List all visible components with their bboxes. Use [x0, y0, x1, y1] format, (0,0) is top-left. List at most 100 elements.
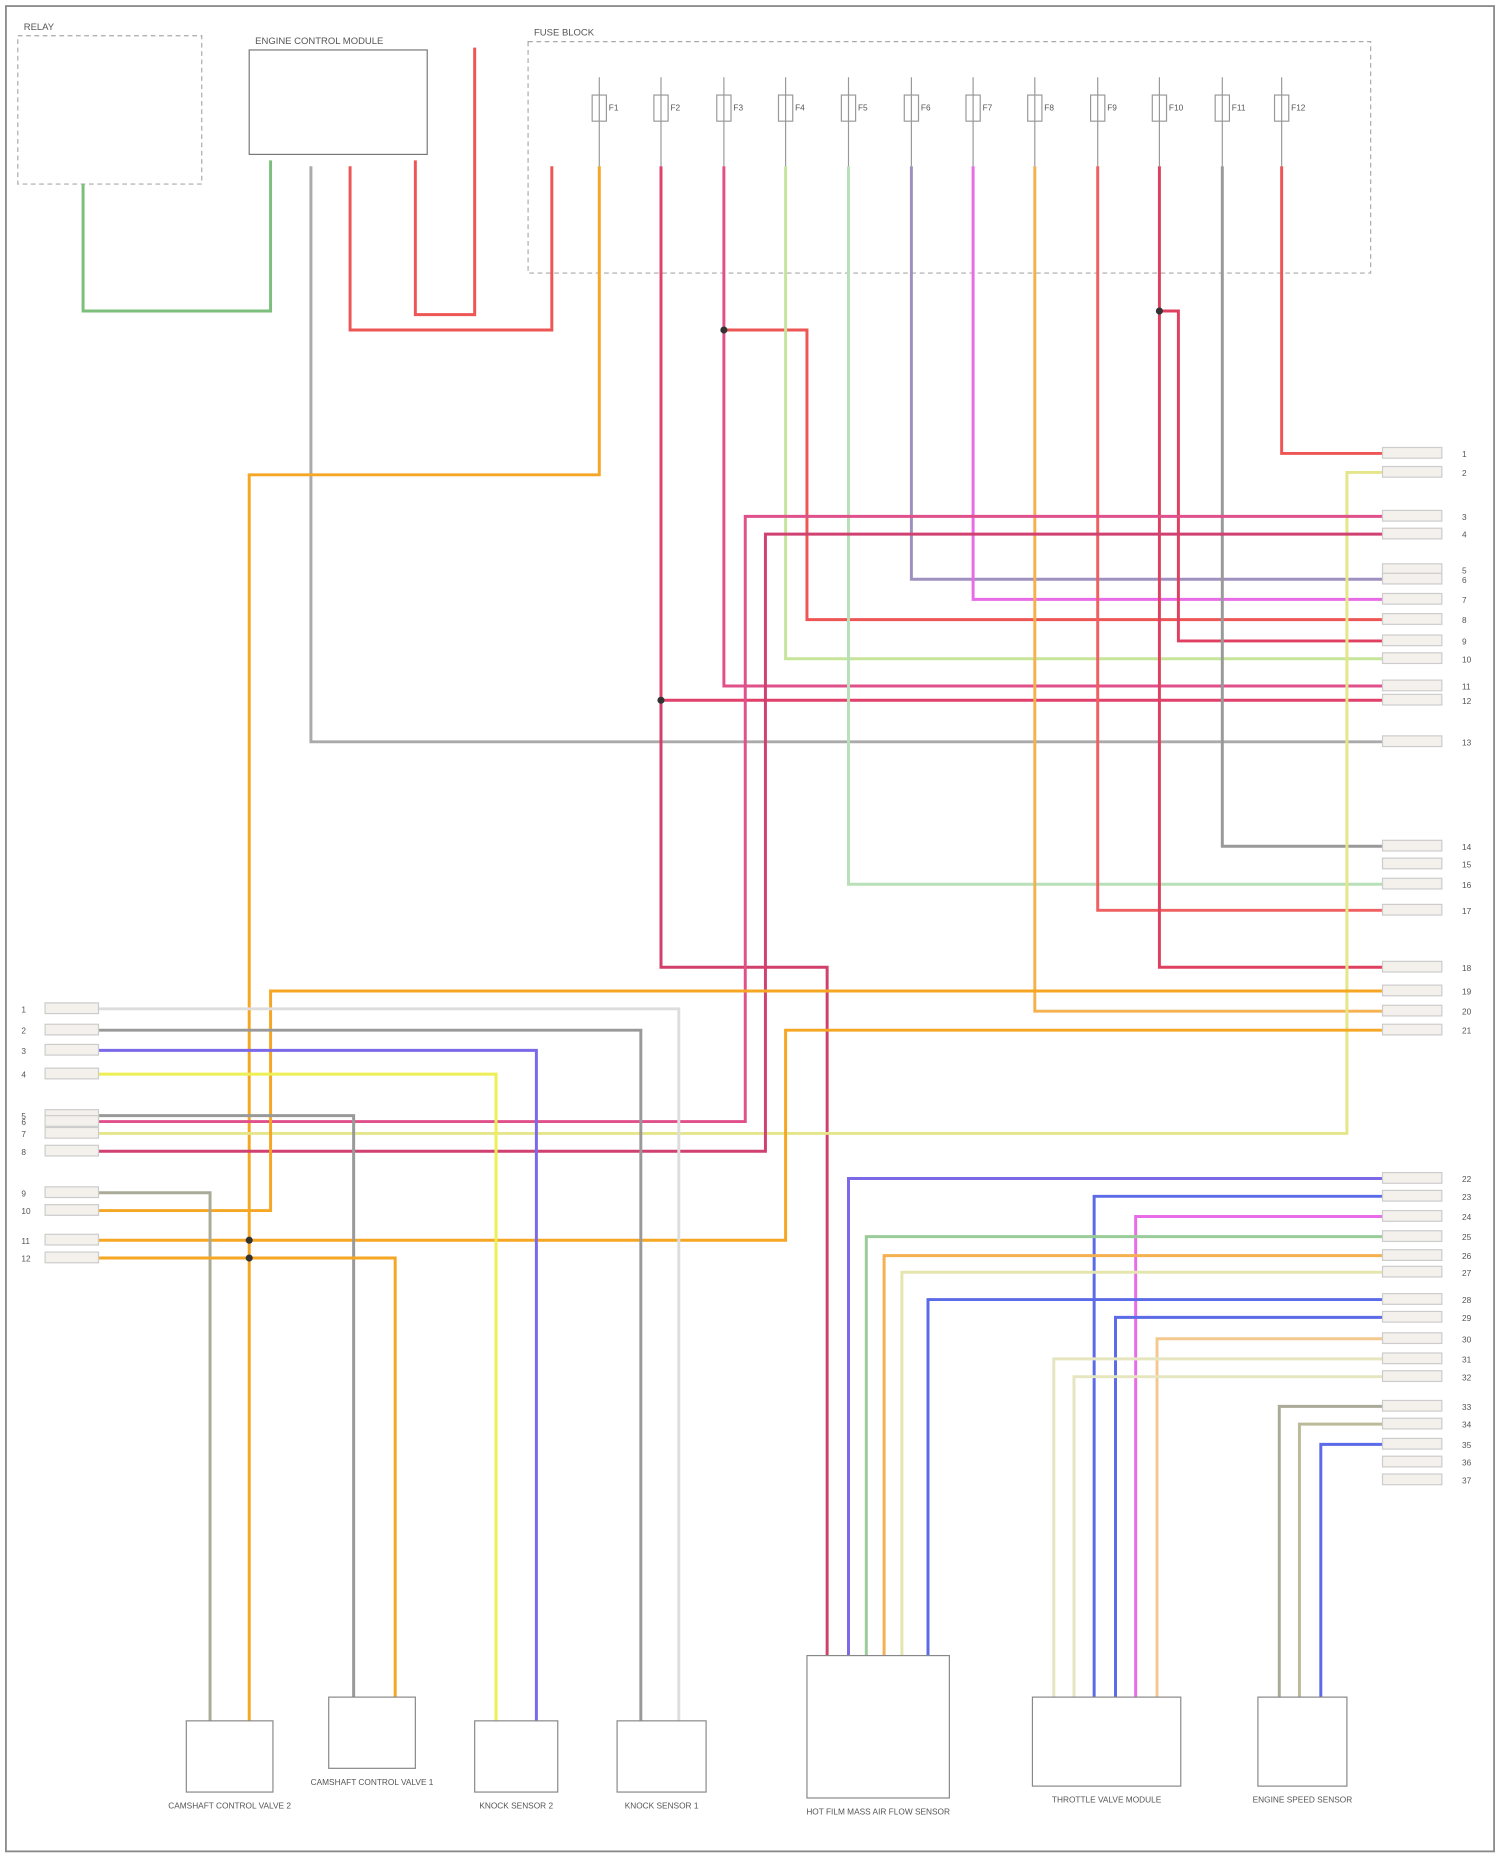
right-pin: 31: [1462, 1354, 1472, 1364]
pin-tag: [1381, 1230, 1443, 1243]
wire: [413, 47, 477, 317]
wire: [1220, 166, 1442, 848]
right-pin: 20: [1462, 1007, 1472, 1017]
wire: [723, 328, 1442, 622]
component: [185, 1720, 274, 1793]
wire: [864, 1235, 1442, 1656]
right-pin: 22: [1462, 1174, 1472, 1184]
wire: [926, 1298, 1442, 1656]
right-pin: 32: [1462, 1372, 1472, 1382]
component: [1257, 1696, 1348, 1787]
right-pin: 19: [1462, 987, 1472, 997]
splice: [245, 1254, 253, 1262]
pin-tag: [1381, 877, 1443, 890]
right-pin: 5: [1462, 565, 1467, 575]
wire: [309, 166, 1442, 744]
left-pin: 8: [21, 1147, 26, 1157]
component-label: KNOCK SENSOR 1: [625, 1801, 699, 1811]
right-pin: 29: [1462, 1313, 1472, 1323]
pin-tag: [1381, 1265, 1443, 1278]
right-pin: 17: [1462, 906, 1472, 916]
frame: [5, 5, 1495, 1853]
right-pin: 10: [1462, 654, 1472, 664]
right-pin: 11: [1462, 682, 1471, 692]
fuse-label: F9: [1107, 102, 1117, 112]
pin-tag: [1381, 693, 1443, 706]
pin-tag: [1381, 1310, 1443, 1323]
right-pin: 34: [1462, 1420, 1472, 1430]
wire: [47, 1191, 212, 1721]
wire: [784, 166, 1442, 661]
ecm-box: [248, 49, 428, 155]
fuse-label: F2: [670, 102, 680, 112]
wire: [909, 166, 1442, 581]
right-pin: 13: [1462, 737, 1472, 747]
right-pin: 23: [1462, 1192, 1472, 1202]
wire: [247, 166, 601, 1721]
component: [474, 1720, 559, 1793]
right-pin: 7: [1462, 595, 1467, 605]
pin-tag: [1381, 465, 1443, 478]
pin-tag: [44, 1144, 100, 1157]
pin-tag: [1381, 903, 1443, 916]
wire: [847, 1177, 1442, 1656]
left-pin: 2: [21, 1026, 26, 1036]
splice: [657, 696, 665, 704]
wire: [1159, 309, 1442, 643]
pin-tag: [1381, 1171, 1443, 1184]
left-pin: 12: [21, 1254, 31, 1264]
wire: [1134, 1215, 1442, 1698]
splice: [245, 1236, 253, 1244]
right-pin: 27: [1462, 1268, 1472, 1278]
pin-tag: [44, 1002, 100, 1015]
right-pin: 37: [1462, 1476, 1472, 1486]
wire: [1092, 1194, 1442, 1698]
wire: [1277, 1404, 1442, 1698]
pin-tag: [1381, 509, 1443, 522]
pin-tag: [1381, 1332, 1443, 1345]
fuse-label: F1: [609, 102, 619, 112]
left-pin: 7: [21, 1129, 26, 1139]
component-label: CAMSHAFT CONTROL VALVE 2: [168, 1801, 291, 1811]
pin-tag: [1381, 1370, 1443, 1383]
wire: [1155, 1337, 1442, 1698]
left-pin: 5: [21, 1111, 26, 1121]
pin-tag: [1381, 652, 1443, 665]
pin-tag: [44, 1115, 100, 1127]
wire: [1280, 166, 1442, 455]
component: [806, 1654, 950, 1799]
pin-tag: [44, 1023, 100, 1036]
wire: [900, 1270, 1442, 1656]
right-pin: 35: [1462, 1440, 1472, 1450]
pin-tag: [1381, 960, 1443, 973]
fuse-label: F8: [1044, 102, 1054, 112]
fuse-label: F4: [795, 102, 805, 112]
pin-tag: [44, 1126, 100, 1139]
fuse-label: F6: [921, 102, 931, 112]
pin-tag: [44, 1204, 100, 1216]
right-pin: 4: [1462, 530, 1467, 540]
pin-tag: [1381, 1399, 1443, 1412]
pin-tag: [44, 1186, 100, 1199]
wire: [1072, 1375, 1442, 1698]
pin-tag: [1381, 592, 1443, 605]
fuse-label: F3: [733, 102, 743, 112]
relay-box: [17, 35, 203, 185]
wire: [1052, 1357, 1442, 1698]
fuse-label: F11: [1232, 102, 1246, 112]
wire: [47, 1028, 1442, 1242]
wire: [847, 166, 1442, 886]
pin-tag: [1381, 1417, 1443, 1430]
component: [616, 1720, 707, 1793]
wire: [47, 514, 1442, 1124]
wire: [1096, 166, 1442, 912]
fuse-label: F10: [1169, 102, 1184, 112]
pin-tag: [1381, 984, 1443, 997]
left-pin: 4: [21, 1070, 26, 1080]
wire: [47, 989, 1442, 1213]
left-pin: 10: [21, 1206, 31, 1216]
right-pin: 16: [1462, 880, 1472, 890]
right-pin: 3: [1462, 512, 1467, 522]
component-label: HOT FILM MASS AIR FLOW SENSOR: [806, 1807, 950, 1817]
